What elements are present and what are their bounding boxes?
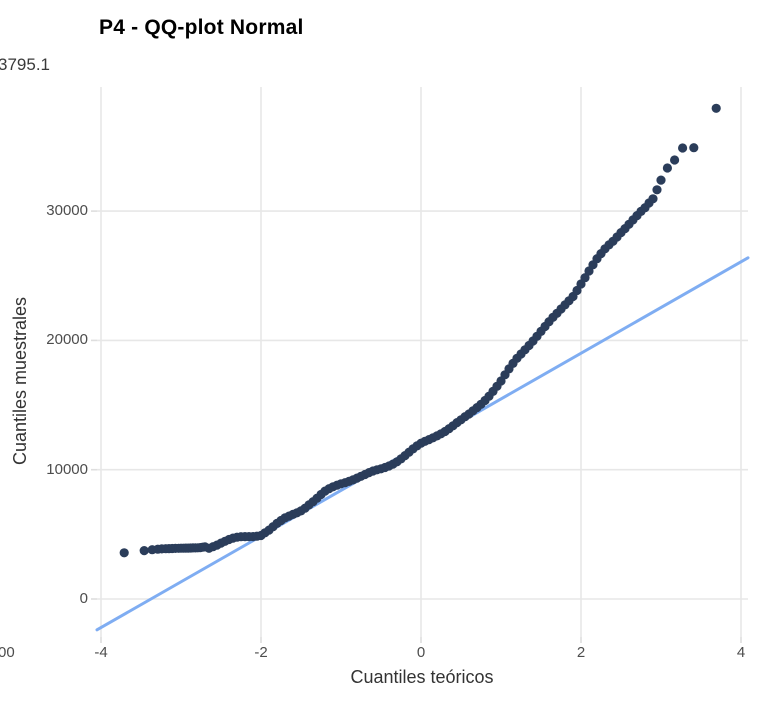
data-point: [580, 273, 590, 283]
data-point: [670, 155, 680, 165]
cropped-text-fragment-bottom: 00: [0, 644, 15, 661]
data-point: [139, 546, 149, 556]
data-point: [711, 103, 721, 113]
x-tick-label: -2: [254, 644, 268, 661]
x-tick-label: 4: [736, 644, 746, 661]
y-tick-label: 0: [79, 590, 88, 607]
y-tick-label: 20000: [46, 331, 88, 349]
y-tick-label: 10000: [46, 460, 88, 478]
y-tick-label: 30000: [46, 202, 88, 220]
y-axis-title: Cuantiles muestrales: [10, 296, 30, 466]
page-title: P4 - QQ-plot Normal: [99, 16, 304, 39]
data-point: [678, 143, 688, 153]
x-tick-label: -4: [94, 644, 108, 661]
data-point: [656, 175, 666, 185]
data-point: [652, 185, 662, 195]
x-tick-label: 0: [416, 644, 426, 661]
data-point: [648, 194, 658, 204]
data-point: [662, 163, 673, 173]
data-point: [119, 548, 129, 558]
cropped-text-fragment-top: 3795.1: [0, 55, 50, 74]
x-tick-label: 2: [576, 644, 586, 661]
x-axis-title: Cuantiles teóricos: [350, 667, 494, 687]
data-point: [689, 143, 699, 153]
